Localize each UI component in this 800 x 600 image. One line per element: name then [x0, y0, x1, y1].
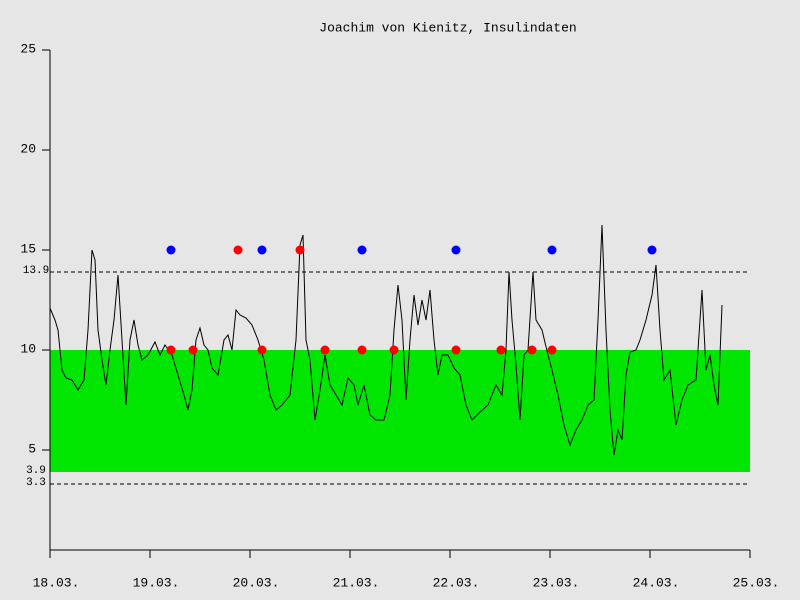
x-tick-label: 23.03.: [533, 575, 580, 590]
event-dot: [451, 345, 461, 355]
x-tick-label: 22.03.: [433, 575, 480, 590]
event-dot: [389, 345, 399, 355]
event-dot: [647, 245, 657, 255]
event-dot: [451, 245, 461, 255]
x-tick-label: 24.03.: [633, 575, 680, 590]
event-dot: [257, 245, 267, 255]
x-tick-label: 20.03.: [233, 575, 280, 590]
event-dot: [496, 345, 506, 355]
glucose-line: [49, 224, 723, 456]
x-tick-label: 19.03.: [133, 575, 180, 590]
x-tick-label: 21.03.: [333, 575, 380, 590]
band-label: 3.9: [26, 465, 46, 477]
y-tick-label: 25: [20, 41, 36, 56]
event-dot: [257, 345, 267, 355]
event-dot: [166, 345, 176, 355]
y-tick-label: 10: [20, 341, 36, 356]
x-tick-label: 25.03.: [733, 575, 780, 590]
event-dot: [188, 345, 198, 355]
y-tick-label: 20: [20, 141, 36, 156]
chart-title: Joachim von Kienitz, Insulindaten: [319, 20, 576, 35]
event-dot: [233, 245, 243, 255]
reference-label: 3.3: [26, 477, 46, 489]
x-tick-label: 18.03.: [33, 575, 80, 590]
event-dot: [547, 345, 557, 355]
y-tick-label: 5: [28, 441, 36, 456]
event-dot: [547, 245, 557, 255]
event-dot: [166, 245, 176, 255]
event-dot: [357, 345, 367, 355]
event-dot: [527, 345, 537, 355]
event-dot: [357, 245, 367, 255]
event-dot: [295, 245, 305, 255]
y-tick-label: 15: [20, 241, 36, 256]
event-dot: [320, 345, 330, 355]
target-band: [50, 350, 750, 472]
reference-label: 13.9: [23, 265, 49, 277]
